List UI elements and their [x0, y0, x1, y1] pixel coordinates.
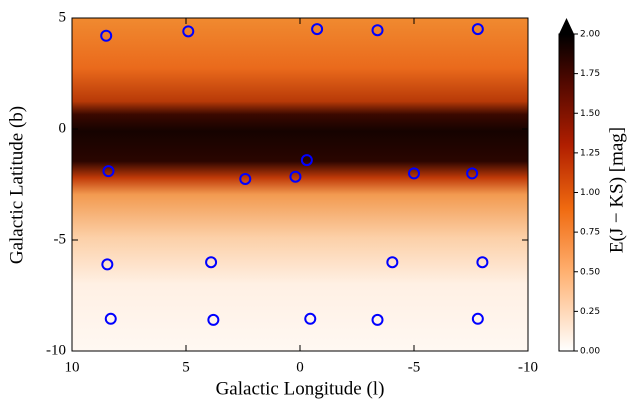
y-tick-label: -10	[46, 342, 66, 358]
y-tick-label: 5	[59, 9, 67, 25]
y-tick-label: -5	[54, 231, 67, 247]
colorbar-tick-label: 0.75	[580, 228, 600, 238]
chart: Galactic Longitude (l) Galactic Latitude…	[0, 0, 630, 401]
colorbar-label: E(J − KS) [mag]	[606, 127, 627, 253]
colorbar-tick-label: 1.75	[580, 69, 600, 79]
x-tick-label: 10	[65, 359, 80, 375]
x-tick-label: -5	[408, 359, 421, 375]
x-tick-label: -10	[518, 359, 538, 375]
x-tick-label: 0	[296, 359, 304, 375]
colorbar-tick-label: 1.25	[580, 148, 600, 158]
extinction-map	[72, 18, 528, 351]
y-axis-label: Galactic Latitude (b)	[6, 106, 27, 264]
colorbar-tick-label: 0.25	[580, 307, 600, 317]
colorbar-tick-label: 0.00	[580, 347, 600, 357]
y-tick-label: 0	[59, 120, 67, 136]
colorbar-tick-label: 1.50	[580, 109, 600, 119]
x-tick-label: 5	[182, 359, 190, 375]
colorbar-tick-label: 1.00	[580, 188, 600, 198]
x-axis-label: Galactic Longitude (l)	[216, 378, 385, 399]
colorbar-extension	[559, 18, 574, 34]
colorbar	[559, 34, 574, 351]
colorbar-tick-label: 2.00	[580, 30, 600, 40]
colorbar-tick-label: 0.50	[580, 267, 600, 277]
